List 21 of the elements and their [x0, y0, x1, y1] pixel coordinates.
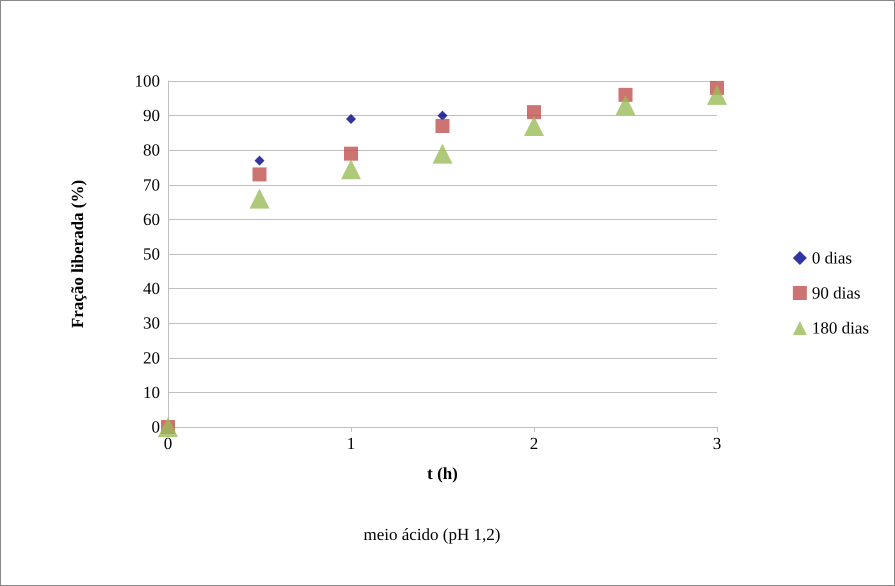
y-tick-label: 70: [143, 175, 160, 194]
x-tick-label: 0: [164, 434, 172, 453]
x-tick-label: 3: [712, 434, 722, 453]
legend-label: 90 dias: [812, 284, 861, 302]
y-tick-label: 40: [143, 279, 160, 298]
y-tick-label: 10: [143, 382, 160, 402]
y-tick-label: 100: [134, 72, 160, 90]
x-tick-label: 1: [346, 434, 356, 453]
legend-label: 180 dias: [812, 318, 870, 338]
y-axis-title: Fração liberada (%): [68, 180, 87, 328]
y-tick-label: 0: [152, 418, 160, 436]
x-tick-label: 2: [530, 434, 538, 453]
x-axis-title: t (h): [427, 464, 458, 483]
y-tick-label: 30: [143, 314, 160, 333]
y-tick-label: 60: [143, 210, 160, 229]
legend-label: 0 dias: [812, 248, 852, 268]
y-tick-label: 50: [143, 244, 160, 264]
y-tick-label: 80: [143, 140, 160, 160]
y-tick-label: 90: [143, 106, 160, 126]
y-tick-label: 20: [143, 348, 160, 368]
text: meio ácido (pH 1,2): [364, 525, 500, 544]
